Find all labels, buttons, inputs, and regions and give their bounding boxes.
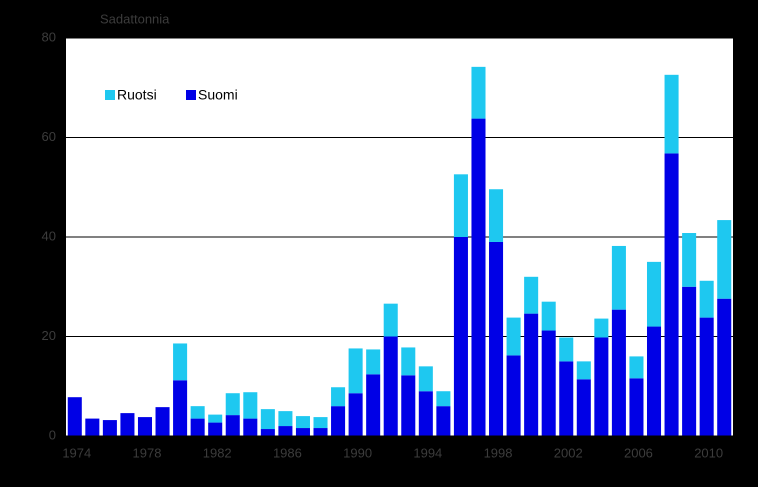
legend-swatch [186,90,196,100]
bar-segment [173,343,188,381]
bar-segment [331,387,346,407]
x-tick-label: 1974 [62,445,91,460]
bar-segment [208,414,223,423]
bar-segment [559,361,574,436]
bar-segment [664,153,679,437]
x-tick-label: 1982 [203,445,232,460]
bar-segment [646,326,662,436]
y-tick-label: 40 [42,228,56,243]
bar-segment [260,409,275,430]
y-axis-title: Sadattonnia [100,11,170,26]
bar-segment [348,348,363,394]
y-tick-label: 20 [42,328,56,343]
bar-segment [243,418,258,436]
x-tick-label: 2010 [694,445,723,460]
bar-segment [366,374,381,436]
bar-segment [190,418,205,436]
bar-segment [664,74,679,154]
bar-segment [594,318,609,338]
bar-segment [682,233,697,287]
bar-segment [225,393,240,416]
bar-segment [173,380,188,436]
bar-segment [611,309,626,436]
bar-segment [453,174,468,237]
bar-segment [524,313,539,436]
x-tick-label: 1986 [273,445,302,460]
legend-swatch [105,90,115,100]
bar-segment [594,337,609,436]
bar-segment [629,356,644,379]
bar-segment [260,429,275,436]
bar-segment [489,241,504,436]
bar-segment [401,375,416,436]
bar-segment [120,413,135,436]
bar-segment [383,336,398,436]
bar-segment [190,406,205,419]
bar-segment [401,347,416,376]
bar-segment [453,237,468,436]
y-tick-label: 0 [49,427,56,442]
bar-segment [611,245,626,310]
bar-segment [243,392,258,419]
bar-segment [559,337,574,362]
x-tick-label: 1994 [413,445,442,460]
bar-segment [576,361,591,380]
bar-segment [85,418,100,436]
bar-segment [436,406,451,436]
bar-segment [717,220,732,299]
bar-segment [646,261,662,327]
bar-segment [541,330,556,436]
legend-label: Suomi [198,87,238,103]
bar-segment [576,379,591,436]
bar-segment [436,391,451,407]
bar-segment [313,428,328,436]
bar-segment [295,428,310,436]
x-tick-label: 2002 [554,445,583,460]
bar-segment [313,417,328,429]
bar-segment [208,422,223,436]
bar-segment [682,286,697,436]
bar-segment [418,391,433,436]
x-tick-label: 1978 [133,445,162,460]
bar-segment [699,280,714,318]
bar-segment [383,303,398,337]
bar-segment [506,355,521,436]
bar-segment [225,415,240,436]
x-tick-label: 1990 [343,445,372,460]
bar-segment [67,397,82,436]
bar-segment [278,426,293,436]
bar-segment [471,66,486,119]
y-tick-label: 80 [42,29,56,44]
bar-segment [717,298,732,436]
y-tick-label: 60 [42,129,56,144]
bar-segment [348,393,363,436]
bar-segment [137,417,153,436]
bar-segment [524,276,539,314]
bar-segment [278,411,293,427]
bar-segment [629,378,644,436]
bar-segment [102,420,117,436]
bar-segment [489,189,504,242]
bar-segment [155,407,170,436]
legend-label: Ruotsi [117,87,157,103]
bar-segment [331,406,346,436]
x-tick-label: 1998 [484,445,513,460]
x-tick-label: 2006 [624,445,653,460]
bar-segment [471,118,486,436]
bar-segment [506,317,521,356]
bar-segment [699,317,714,436]
bar-segment [418,366,433,392]
bar-segment [366,349,381,375]
bar-segment [295,416,310,429]
bar-segment [541,301,556,331]
